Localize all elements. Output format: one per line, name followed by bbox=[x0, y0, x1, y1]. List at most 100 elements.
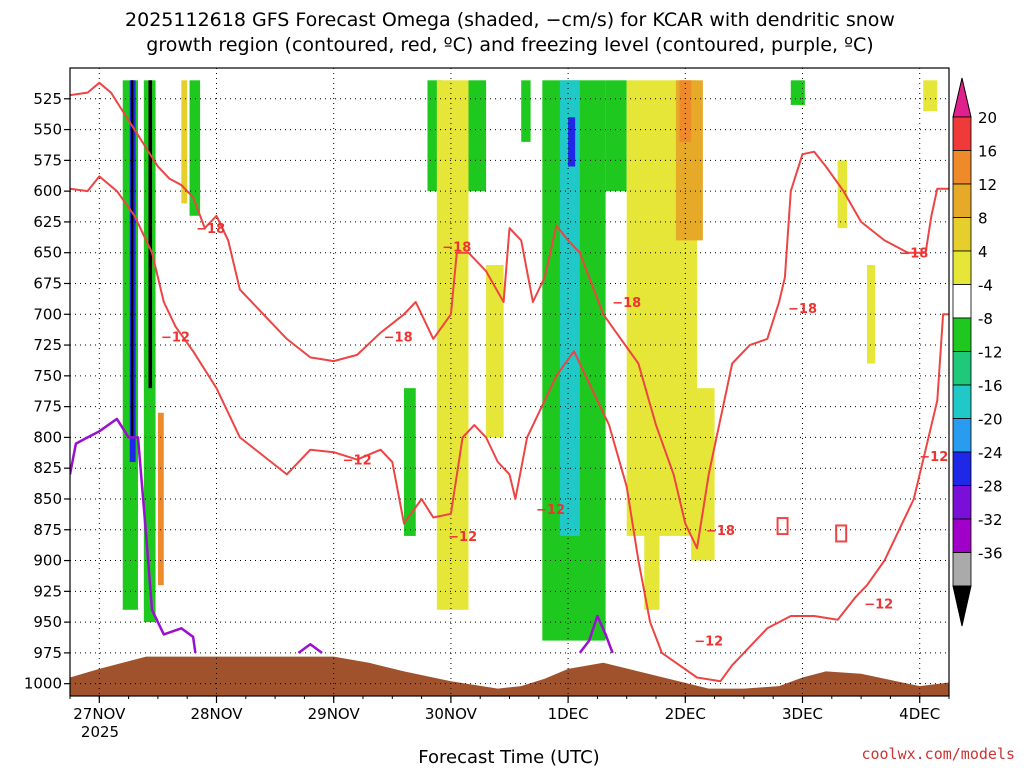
omega-region-7 bbox=[189, 80, 201, 216]
contour-label-8: −18 bbox=[706, 524, 735, 539]
y-tick-label-700: 700 bbox=[33, 305, 62, 323]
x-year-label: 2025 bbox=[81, 723, 119, 741]
x-tick-label-29NOV: 29NOV bbox=[308, 705, 361, 723]
y-tick-label-875: 875 bbox=[33, 521, 62, 539]
x-tick-label-2DEC: 2DEC bbox=[665, 705, 706, 723]
chart-title-line-2: growth region (contoured, red, ºC) and f… bbox=[146, 34, 873, 56]
y-tick-label-650: 650 bbox=[33, 244, 62, 262]
omega-region-16 bbox=[568, 117, 576, 167]
y-tick-label-600: 600 bbox=[33, 182, 62, 200]
x-tick-label-3DEC: 3DEC bbox=[782, 705, 823, 723]
colorbar-swatch-5 bbox=[952, 284, 972, 319]
omega-region-24 bbox=[837, 160, 848, 229]
omega-region-17 bbox=[605, 80, 627, 192]
colorbar-tick-4: 4 bbox=[978, 243, 988, 261]
omega-region-4 bbox=[148, 80, 153, 389]
colorbar-tick-1: 16 bbox=[978, 143, 997, 161]
colorbar-swatch-7 bbox=[952, 351, 972, 386]
colorbar-tick-12: -32 bbox=[978, 511, 1003, 529]
chart-title-line-1: 2025112618 GFS Forecast Omega (shaded, −… bbox=[125, 9, 895, 31]
freezing-contour-0 bbox=[70, 417, 197, 654]
contour-label-11: −12 bbox=[864, 598, 893, 613]
contour-label-0: −18 bbox=[196, 222, 225, 237]
contour-label-9: −12 bbox=[694, 635, 723, 650]
x-tick-label-28NOV: 28NOV bbox=[190, 705, 243, 723]
y-tick-label-750: 750 bbox=[33, 367, 62, 385]
colorbar-tick-0: 20 bbox=[978, 109, 997, 127]
omega-region-12 bbox=[486, 265, 504, 438]
y-tick-label-1000: 1000 bbox=[24, 675, 62, 693]
freezing-level-contours bbox=[70, 417, 614, 654]
omega-shading bbox=[122, 80, 938, 641]
contour-label-7: −18 bbox=[612, 296, 641, 311]
omega-region-25 bbox=[866, 265, 876, 364]
colorbar-swatch-4 bbox=[952, 250, 972, 285]
x-tick-label-27NOV: 27NOV bbox=[73, 705, 126, 723]
colorbar-swatch-13 bbox=[952, 552, 972, 587]
y-tick-label-775: 775 bbox=[33, 398, 62, 416]
omega-region-6 bbox=[181, 80, 188, 204]
colorbar-swatch-12 bbox=[952, 518, 972, 553]
y-tick-label-575: 575 bbox=[33, 151, 62, 169]
y-tick-label-550: 550 bbox=[33, 121, 62, 139]
terrain bbox=[70, 656, 949, 696]
colorbar-swatch-0 bbox=[952, 116, 972, 151]
colorbar-swatch-6 bbox=[952, 317, 972, 352]
credit-text: coolwx.com/models bbox=[861, 745, 1015, 763]
omega-region-15 bbox=[559, 80, 580, 536]
colorbar: 20 16 12 8 4 -4 -8 -12 -16 -20 -24 -28 -32 -36 bbox=[952, 77, 1003, 627]
omega-region-2 bbox=[130, 80, 134, 438]
dgz-contour-2 bbox=[70, 175, 949, 683]
colorbar-tick-13: -36 bbox=[978, 545, 1003, 563]
colorbar-tick-10: -24 bbox=[978, 444, 1003, 462]
colorbar-swatch-11 bbox=[952, 485, 972, 520]
freezing-contour-1 bbox=[297, 643, 323, 654]
x-tick-label-1DEC: 1DEC bbox=[548, 705, 589, 723]
y-tick-label-625: 625 bbox=[33, 213, 62, 231]
contour-label-1: −12 bbox=[161, 330, 190, 345]
y-tick-label-800: 800 bbox=[33, 428, 62, 446]
dgz-contour-1 bbox=[707, 150, 949, 475]
colorbar-tick-8: -16 bbox=[978, 377, 1003, 395]
omega-region-22 bbox=[691, 388, 715, 561]
x-axis: 27NOV 28NOV 29NOV 30NOV 1DEC 2DEC 3DEC 4DEC bbox=[69, 696, 950, 723]
contour-label-12: −18 bbox=[899, 247, 928, 262]
colorbar-swatch-1 bbox=[952, 150, 972, 185]
contour-label-4: −18 bbox=[442, 241, 471, 256]
colorbar-tick-5: -4 bbox=[978, 277, 993, 295]
dgz-contour-0 bbox=[70, 81, 710, 550]
colorbar-tick-3: 8 bbox=[978, 210, 988, 228]
omega-region-21 bbox=[679, 80, 692, 142]
contour-label-3: −12 bbox=[343, 454, 372, 469]
contour-label-6: −12 bbox=[536, 503, 565, 518]
colorbar-tick-9: -20 bbox=[978, 411, 1003, 429]
y-tick-label-900: 900 bbox=[33, 552, 62, 570]
contour-label-2: −18 bbox=[384, 330, 413, 345]
omega-region-13 bbox=[521, 80, 531, 142]
omega-region-10 bbox=[436, 80, 469, 610]
x-axis-title: Forecast Time (UTC) bbox=[418, 747, 599, 768]
y-tick-label-525: 525 bbox=[33, 90, 62, 108]
omega-region-8 bbox=[404, 388, 416, 536]
omega-region-26 bbox=[923, 80, 938, 112]
y-tick-label-950: 950 bbox=[33, 613, 62, 631]
colorbar-tick-11: -28 bbox=[978, 478, 1003, 496]
contour-labels: −18 −12 −18 −12 −18 −12 −12 −18 −18 −12 −18 −12 −18 −… bbox=[161, 222, 948, 650]
colorbar-swatch-3 bbox=[952, 217, 972, 252]
colorbar-swatch-8 bbox=[952, 384, 972, 419]
colorbar-swatch-9 bbox=[952, 418, 972, 453]
plot-frame bbox=[69, 67, 950, 697]
y-axis: 525 550 575 600 625 650 675 700 725 750 775 800 825 8… bbox=[24, 90, 70, 693]
colorbar-bottom-arrow bbox=[952, 585, 972, 627]
dgz-cell-1 bbox=[835, 524, 848, 543]
y-tick-label-725: 725 bbox=[33, 336, 62, 354]
freezing-contour-2 bbox=[578, 614, 614, 654]
y-tick-label-825: 825 bbox=[33, 459, 62, 477]
contour-label-10: −18 bbox=[788, 302, 817, 317]
y-tick-label-975: 975 bbox=[33, 644, 62, 662]
contour-label-5: −12 bbox=[448, 530, 477, 545]
omega-region-11 bbox=[468, 80, 487, 192]
y-tick-label-675: 675 bbox=[33, 274, 62, 292]
dendritic-growth-contours bbox=[70, 81, 949, 683]
